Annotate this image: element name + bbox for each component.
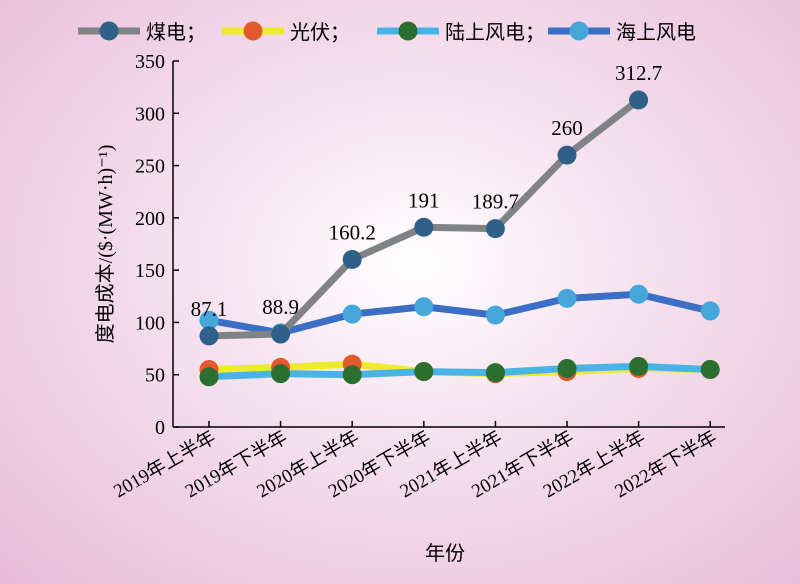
legend-label: 光伏； [290, 20, 350, 44]
data-point [700, 359, 720, 379]
data-label: 88.9 [262, 295, 299, 319]
y-tick-label: 300 [135, 103, 165, 125]
legend-marker [99, 21, 119, 41]
y-tick-label: 50 [145, 365, 165, 387]
data-point [557, 358, 577, 378]
data-point [629, 356, 649, 376]
legend-marker [398, 21, 418, 41]
x-axis-label: 年份 [425, 542, 465, 565]
series-line [208, 362, 711, 381]
data-label: 260 [551, 116, 583, 140]
data-point [342, 304, 362, 324]
data-point [485, 363, 505, 383]
data-point [485, 219, 505, 239]
y-tick-label: 250 [135, 156, 165, 178]
data-point [342, 249, 362, 269]
data-point [629, 90, 649, 110]
data-point [414, 217, 434, 237]
data-point [199, 326, 219, 346]
data-label: 191 [408, 188, 440, 212]
y-tick-label: 150 [135, 260, 165, 282]
data-point [485, 305, 505, 325]
series-line [208, 290, 711, 337]
data-label: 160.2 [329, 220, 376, 244]
y-tick-label: 200 [135, 208, 165, 230]
data-point [557, 145, 577, 165]
data-label: 87.1 [191, 297, 228, 321]
data-point [342, 365, 362, 385]
data-point [557, 288, 577, 308]
legend: 煤电； 光伏； 陆上风电； 海上风电 [78, 20, 696, 44]
y-axis-label: 度电成本/($·(MW·h)⁻¹) [94, 145, 117, 344]
data-point [271, 324, 291, 344]
data-point [414, 297, 434, 317]
data-point [271, 364, 291, 384]
data-point [700, 301, 720, 321]
legend-label: 陆上风电； [445, 20, 545, 44]
legend-label: 煤电； [146, 20, 206, 44]
data-point [199, 367, 219, 387]
legend-label: 海上风电 [616, 20, 696, 44]
data-point [629, 284, 649, 304]
data-point [199, 310, 219, 330]
legend-marker [243, 21, 263, 41]
y-tick-label: 100 [135, 312, 165, 334]
data-label: 312.7 [615, 61, 662, 85]
data-label: 189.7 [472, 190, 519, 214]
series-lines: 87.1 88.9 160.2 191 189.7 260 312.7 [191, 61, 720, 387]
y-tick-label: 0 [155, 417, 165, 439]
axes: 0501001502002503003502019年上半年2019年下半年202… [110, 51, 725, 502]
y-tick-label: 350 [135, 51, 165, 73]
data-point [414, 362, 434, 382]
legend-marker [569, 21, 589, 41]
